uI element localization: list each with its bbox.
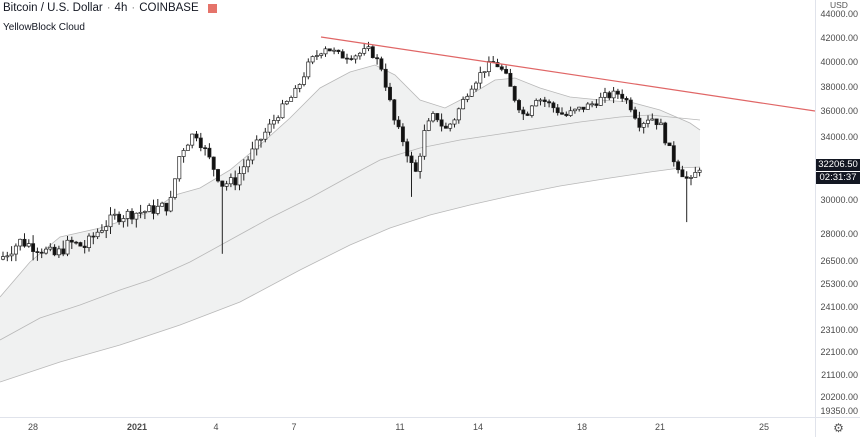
currency-label: USD: [830, 0, 848, 10]
price-tick: 28000.00: [820, 229, 858, 239]
countdown-label: 02:31:37: [816, 172, 860, 184]
flag-icon[interactable]: [207, 4, 217, 13]
price-tick: 20200.00: [820, 392, 858, 402]
price-tick: 24100.00: [820, 302, 858, 312]
price-tick: 36000.00: [820, 106, 858, 116]
price-tick: 34000.00: [820, 132, 858, 142]
candlestick-chart[interactable]: [0, 0, 815, 417]
candles: [1, 41, 702, 262]
price-tick: 26500.00: [820, 256, 858, 266]
interval-label[interactable]: 4h: [114, 2, 128, 14]
price-tick: 40000.00: [820, 57, 858, 67]
time-tick: 21: [654, 422, 666, 432]
symbol-title[interactable]: Bitcoin / U.S. Dollar: [3, 2, 103, 14]
time-tick: 2021: [126, 422, 148, 432]
price-tick: 42000.00: [820, 33, 858, 43]
time-tick: 25: [758, 422, 770, 432]
chart-legend: Bitcoin / U.S. Dollar · 4h · COINBASE Ye…: [3, 1, 217, 35]
time-tick: 11: [395, 422, 405, 432]
time-tick: 18: [576, 422, 588, 432]
price-tick: 19350.00: [820, 406, 858, 416]
time-tick: 28: [27, 422, 39, 432]
price-tick: 44000.00: [820, 9, 858, 19]
cloud-band: [0, 64, 701, 383]
settings-button[interactable]: ⚙: [815, 417, 860, 437]
price-tick: 38000.00: [820, 82, 858, 92]
trendline[interactable]: [320, 36, 815, 112]
chart-plot-area[interactable]: Bitcoin / U.S. Dollar · 4h · COINBASE Ye…: [0, 0, 815, 417]
price-axis[interactable]: USD 44000.00 42000.00 40000.00 38000.00 3600…: [815, 0, 860, 417]
price-tick: 25300.00: [820, 279, 858, 289]
time-tick: 4: [213, 422, 219, 432]
price-tick: 22100.00: [820, 347, 858, 357]
time-axis[interactable]: 28 2021 4 7 11 14 18 21 25: [0, 417, 815, 437]
gear-icon: ⚙: [833, 420, 844, 435]
price-tick: 21100.00: [821, 370, 858, 380]
time-tick: 14: [472, 422, 484, 432]
exchange-label: COINBASE: [139, 2, 199, 14]
price-tick: 23100.00: [820, 325, 858, 335]
time-tick: 7: [291, 422, 297, 432]
last-price-label: 32206.50: [816, 159, 860, 171]
price-tick: 30000.00: [820, 195, 858, 205]
indicator-label[interactable]: YellowBlock Cloud: [3, 22, 85, 33]
